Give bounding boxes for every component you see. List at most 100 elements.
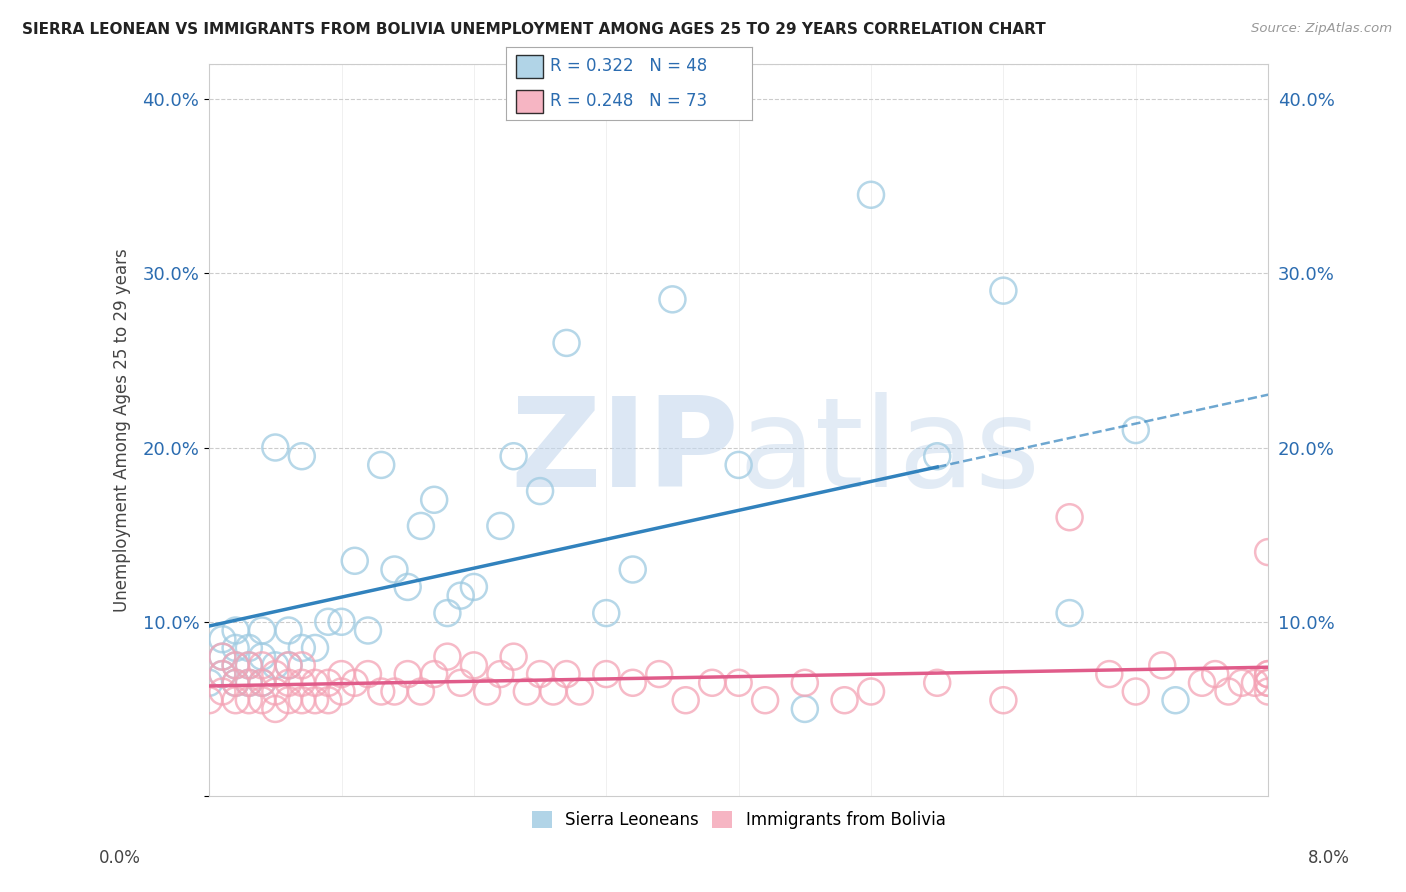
Point xyxy=(463,658,485,673)
Point xyxy=(250,693,273,707)
Point xyxy=(436,606,458,620)
Point xyxy=(1164,693,1187,707)
Point xyxy=(211,632,233,647)
Point xyxy=(1257,545,1279,559)
Point xyxy=(860,187,883,202)
Point xyxy=(1257,667,1279,681)
Text: 8.0%: 8.0% xyxy=(1308,849,1350,867)
Point xyxy=(595,667,617,681)
Point xyxy=(316,675,339,690)
Point xyxy=(225,658,247,673)
Point xyxy=(727,675,749,690)
Point xyxy=(238,675,260,690)
Text: R = 0.322   N = 48: R = 0.322 N = 48 xyxy=(550,57,707,75)
Point xyxy=(1218,684,1240,698)
Point xyxy=(1125,423,1147,437)
Point xyxy=(264,684,287,698)
Point xyxy=(238,640,260,655)
Point xyxy=(330,684,353,698)
Text: 0.0%: 0.0% xyxy=(98,849,141,867)
Point xyxy=(675,693,697,707)
FancyBboxPatch shape xyxy=(516,54,543,78)
Point xyxy=(555,335,578,350)
FancyBboxPatch shape xyxy=(516,90,543,113)
Point xyxy=(291,693,314,707)
Point xyxy=(793,702,815,716)
Point xyxy=(225,658,247,673)
Point xyxy=(357,667,380,681)
Point xyxy=(264,667,287,681)
Point xyxy=(993,693,1015,707)
Point xyxy=(291,640,314,655)
Point xyxy=(211,649,233,664)
Point xyxy=(423,667,446,681)
Point xyxy=(555,667,578,681)
Point xyxy=(250,675,273,690)
Y-axis label: Unemployment Among Ages 25 to 29 years: Unemployment Among Ages 25 to 29 years xyxy=(114,248,131,612)
Point xyxy=(1257,667,1279,681)
Point xyxy=(250,649,273,664)
Point xyxy=(502,449,524,463)
Point xyxy=(1191,675,1213,690)
Point xyxy=(1257,675,1279,690)
Point xyxy=(463,580,485,594)
Point xyxy=(264,441,287,455)
Point xyxy=(291,449,314,463)
Point xyxy=(250,624,273,638)
Point xyxy=(198,675,221,690)
Point xyxy=(927,675,949,690)
Point xyxy=(211,684,233,698)
Point xyxy=(370,684,392,698)
Point xyxy=(384,562,406,576)
Point xyxy=(225,693,247,707)
Point xyxy=(291,658,314,673)
Point xyxy=(238,675,260,690)
Point xyxy=(927,449,949,463)
Point xyxy=(225,640,247,655)
Point xyxy=(225,624,247,638)
Point xyxy=(423,492,446,507)
Point xyxy=(543,684,565,698)
Point xyxy=(993,284,1015,298)
Point xyxy=(502,649,524,664)
Point xyxy=(316,615,339,629)
Point xyxy=(225,675,247,690)
Point xyxy=(529,484,551,499)
Point xyxy=(343,675,366,690)
Point xyxy=(1204,667,1226,681)
Point xyxy=(1059,606,1081,620)
Point xyxy=(754,693,776,707)
Point xyxy=(621,675,644,690)
Point xyxy=(316,693,339,707)
Point xyxy=(343,554,366,568)
Point xyxy=(211,667,233,681)
Point xyxy=(304,693,326,707)
Point xyxy=(489,519,512,533)
Point xyxy=(860,684,883,698)
Point xyxy=(211,649,233,664)
Point xyxy=(621,562,644,576)
Point xyxy=(529,667,551,681)
Point xyxy=(475,684,498,698)
Point xyxy=(277,675,299,690)
Point xyxy=(357,624,380,638)
Point xyxy=(568,684,591,698)
Point xyxy=(489,667,512,681)
Point xyxy=(264,702,287,716)
Text: atlas: atlas xyxy=(738,392,1040,513)
Point xyxy=(198,693,221,707)
Text: ZIP: ZIP xyxy=(510,392,738,513)
Point xyxy=(330,615,353,629)
Point xyxy=(648,667,671,681)
Point xyxy=(211,667,233,681)
Point xyxy=(1059,510,1081,524)
Point xyxy=(1230,675,1253,690)
Point xyxy=(409,684,432,698)
Text: Source: ZipAtlas.com: Source: ZipAtlas.com xyxy=(1251,22,1392,36)
Point xyxy=(396,667,419,681)
Point xyxy=(277,658,299,673)
Point xyxy=(291,675,314,690)
Legend: Sierra Leoneans, Immigrants from Bolivia: Sierra Leoneans, Immigrants from Bolivia xyxy=(526,804,952,835)
Point xyxy=(661,293,683,307)
Point xyxy=(304,640,326,655)
